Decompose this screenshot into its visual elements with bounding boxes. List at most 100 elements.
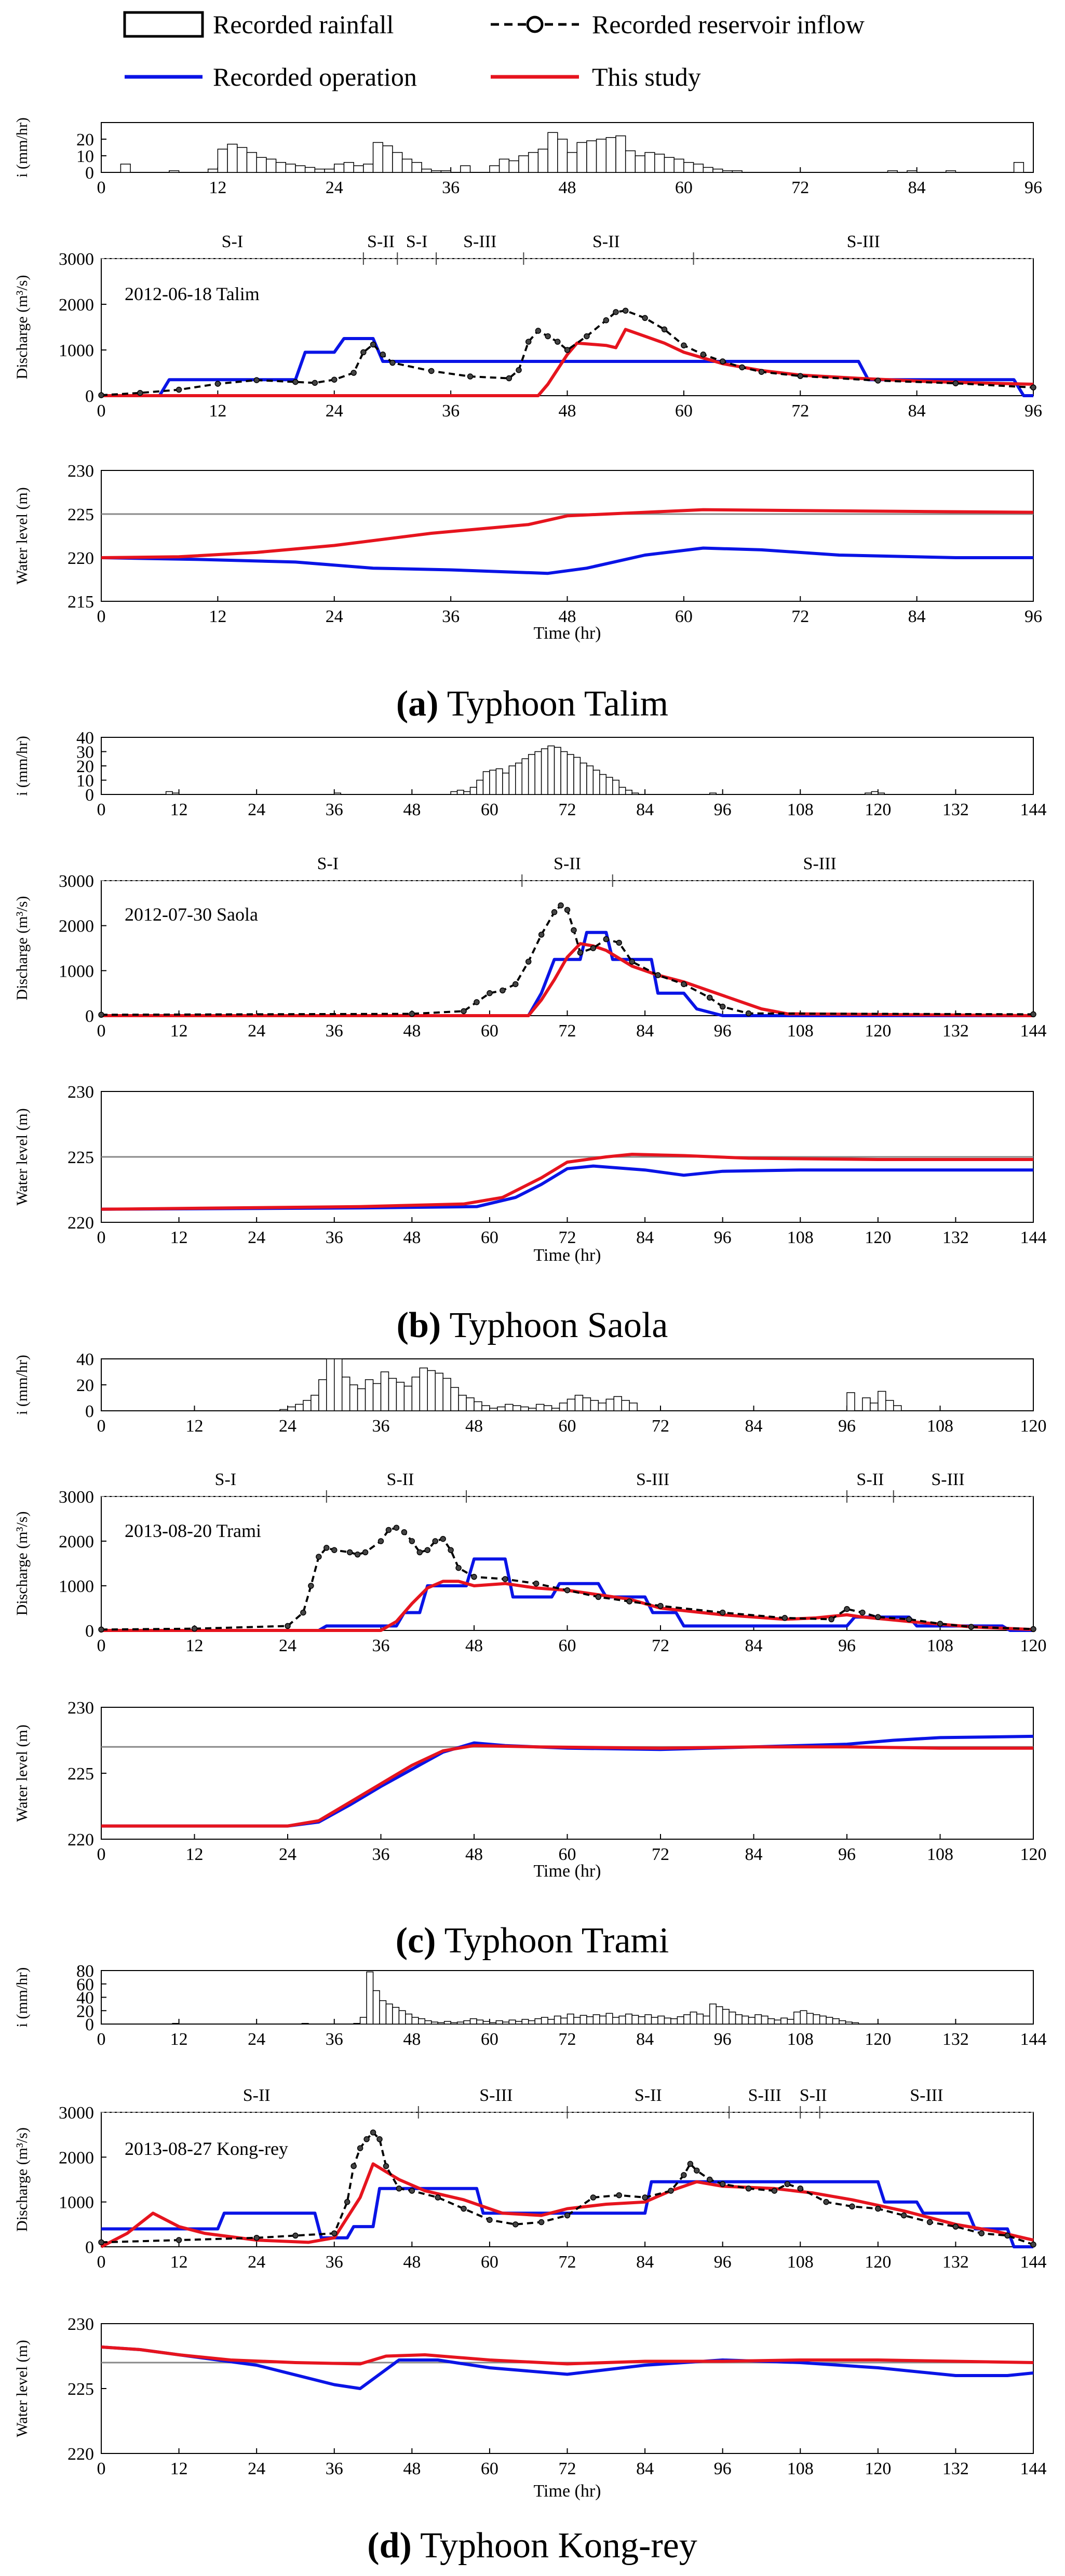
panel-caption: (c) Typhoon Trami	[396, 1921, 669, 1961]
legend: Recorded rainfall Recorded reservoir inf…	[123, 10, 865, 91]
discharge-inflow-point	[700, 352, 707, 358]
rain-bar	[541, 2017, 548, 2025]
rain-ytick-label: 40	[76, 729, 94, 748]
discharge-inflow-point	[642, 2194, 648, 2201]
discharge-inflow-point	[859, 1609, 866, 1616]
discharge-xtick-label: 48	[559, 401, 576, 421]
rain-ytick-label: 0	[85, 786, 94, 805]
rain-bar	[586, 2016, 594, 2025]
rain-bar	[819, 2015, 827, 2025]
rain-xtick-label: 120	[865, 2030, 891, 2049]
discharge-inflow-point	[362, 1549, 369, 1556]
discharge-inflow-point	[435, 2194, 441, 2201]
level-ytick-label: 220	[68, 2445, 94, 2464]
discharge-inflow-point	[906, 1616, 912, 1623]
rain-xtick-label: 60	[481, 800, 498, 819]
rain-bar	[832, 2018, 840, 2025]
level-ytick-label: 225	[68, 1764, 94, 1784]
discharge-inflow-point	[603, 317, 610, 323]
discharge-ytick-label: 1000	[59, 1577, 94, 1596]
rain-bar	[787, 2019, 794, 2025]
level-ytick-label: 215	[68, 592, 94, 612]
discharge-inflow-point	[253, 2234, 260, 2241]
rain-bar	[421, 168, 432, 173]
rain-bar	[559, 1402, 568, 1411]
discharge-ytick-label: 0	[85, 1007, 94, 1026]
rain-bar	[613, 1396, 622, 1411]
rain-bar	[862, 1397, 871, 1411]
rain-bar	[326, 1358, 335, 1411]
discharge-inflow-point	[555, 339, 561, 345]
discharge-inflow-point	[745, 2186, 752, 2192]
rain-bar	[547, 745, 555, 795]
rain-bar	[334, 1358, 343, 1411]
discharge-inflow-point	[357, 2145, 363, 2151]
level-xtick-label: 24	[248, 1228, 265, 1247]
legend-inflow-label: Recorded reservoir inflow	[592, 10, 865, 39]
discharge-inflow-point	[323, 1545, 330, 1551]
rain-bar	[172, 792, 180, 795]
rain-bar	[644, 152, 655, 173]
discharge-inflow-point	[331, 376, 338, 383]
discharge-ytick-label: 3000	[59, 1488, 94, 1507]
rain-bar	[644, 2014, 652, 2025]
discharge-inflow-point	[533, 1580, 540, 1587]
discharge-inflow-point	[875, 2205, 881, 2212]
discharge-xtick-label: 36	[326, 1021, 343, 1041]
rain-xtick-label: 96	[838, 1417, 856, 1436]
discharge-inflow-line	[101, 2131, 1034, 2246]
rain-bar	[871, 791, 879, 795]
discharge-ylabel: Discharge (m³/s)	[14, 2127, 31, 2232]
rain-bar	[217, 149, 228, 173]
discharge-xtick-label: 72	[559, 2253, 576, 2272]
discharge-inflow-point	[376, 2136, 383, 2142]
level-ytick-label: 220	[68, 549, 94, 568]
discharge-xtick-label: 72	[791, 401, 809, 421]
rain-ytick-label: 0	[85, 1402, 94, 1421]
discharge-inflow-point	[461, 2205, 467, 2212]
discharge-inflow-point	[363, 2136, 370, 2142]
discharge-ytick-label: 1000	[59, 962, 94, 981]
rain-bar	[528, 152, 539, 173]
discharge-inflow-point	[502, 1576, 508, 1582]
rain-bar	[505, 1404, 514, 1411]
level-xtick-label: 12	[170, 1228, 188, 1247]
rain-bar	[515, 762, 522, 795]
stage-label: S-II	[856, 1470, 884, 1489]
panel-caption: (d) Typhoon Kong-rey	[367, 2526, 697, 2566]
rain-bar	[489, 165, 500, 173]
rain-bar	[654, 154, 665, 173]
level-ytick-label: 225	[68, 2380, 94, 2399]
time-axis-label: Time (hr)	[533, 1246, 601, 1265]
discharge-inflow-point	[784, 2181, 791, 2187]
stage-label: S-II	[800, 2086, 827, 2105]
rain-bar	[537, 149, 548, 173]
discharge-inflow-point	[978, 2230, 985, 2236]
rain-ytick-label: 80	[76, 1962, 94, 1981]
rain-bar	[279, 1409, 288, 1411]
discharge-inflow-point	[360, 349, 367, 356]
rain-ytick-label: 60	[76, 1975, 94, 1994]
rain-bar	[579, 762, 587, 795]
rain-bar	[372, 1990, 380, 2025]
discharge-inflow-point	[137, 389, 143, 396]
discharge-inflow-point	[681, 342, 687, 348]
discharge-ytick-label: 0	[85, 1622, 94, 1641]
level-xtick-label: 36	[372, 1845, 390, 1864]
discharge-inflow-point	[300, 1609, 306, 1616]
level-ytick-label: 220	[68, 1830, 94, 1850]
level-xtick-label: 36	[326, 2459, 343, 2478]
panel-caption-text: Typhoon Talim	[438, 684, 668, 724]
discharge-inflow-point	[487, 990, 493, 996]
rain-bar	[456, 2021, 464, 2025]
rain-bar	[631, 792, 639, 795]
level-ytick-label: 230	[68, 1083, 94, 1102]
rain-bar	[450, 1387, 459, 1411]
discharge-inflow-point	[525, 339, 532, 345]
level-xtick-label: 60	[481, 1228, 498, 1247]
discharge-inflow-point	[98, 1011, 104, 1018]
level-ytick-label: 225	[68, 1148, 94, 1167]
discharge-inflow-point	[487, 2217, 493, 2223]
level-xtick-label: 12	[186, 1845, 204, 1864]
